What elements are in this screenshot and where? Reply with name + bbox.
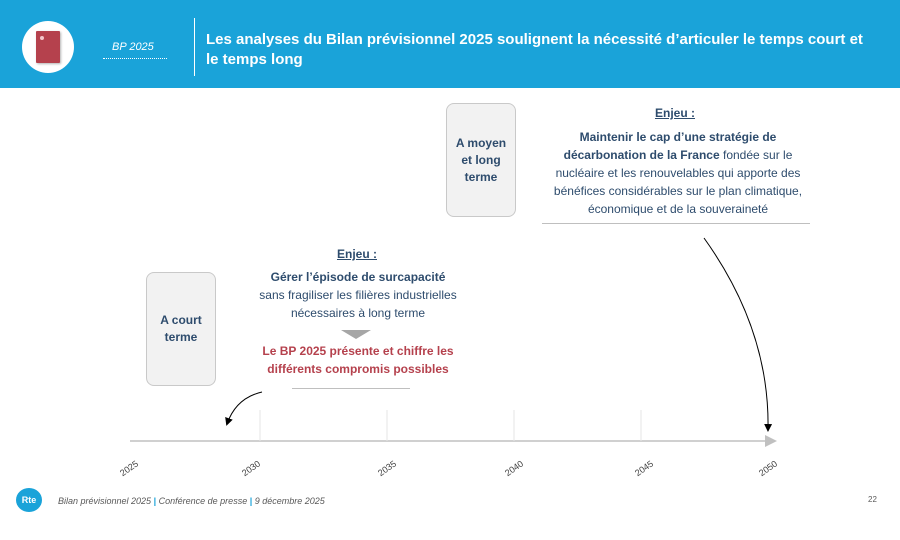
long-term-enjeu-rest: fondée sur le nucléaire et les renouvela…: [553, 148, 803, 216]
footer-separator: |: [249, 496, 253, 506]
long-term-rule: [542, 223, 810, 224]
short-term-arrow-icon: [225, 391, 263, 426]
short-term-enjeu-rest: sans fragiliser les filières industriell…: [259, 288, 457, 320]
badge-underline: [103, 58, 167, 59]
footer-date: 9 décembre 2025: [254, 496, 325, 506]
header-banner: BP 2025 Les analyses du Bilan prévisionn…: [0, 0, 900, 88]
header-separator: [194, 18, 195, 76]
report-thumbnail: [22, 21, 74, 73]
report-cover-icon: [36, 31, 60, 63]
short-term-highlight: Le BP 2025 présente et chiffre les diffé…: [262, 344, 454, 376]
long-term-arrow-icon: [703, 237, 773, 432]
long-term-box: A moyen et long terme: [446, 103, 516, 217]
long-term-enjeu-text: Maintenir le cap d’une stratégie de déca…: [540, 128, 816, 218]
page-number: 22: [868, 495, 877, 504]
long-term-label: A moyen et long terme: [455, 135, 507, 184]
long-term-enjeu-bold: Maintenir le cap d’une stratégie de déca…: [563, 130, 777, 162]
footer-separator: |: [153, 496, 157, 506]
short-term-label: A court terme: [160, 313, 202, 344]
short-term-rule: [292, 388, 410, 389]
header-badge: BP 2025: [112, 41, 154, 53]
footer-report: Bilan prévisionnel 2025: [58, 496, 152, 506]
short-term-enjeu-title: Enjeu :: [336, 247, 377, 261]
down-arrow-icon: [341, 330, 371, 339]
short-term-enjeu-text: Gérer l’épisode de surcapacité sans fragi…: [238, 268, 478, 322]
rte-logo: Rte: [16, 488, 42, 512]
slide-title: Les analyses du Bilan prévisionnel 2025 …: [206, 31, 863, 68]
footer-event: Conférence de presse: [158, 496, 248, 506]
short-term-enjeu-bold: Gérer l’épisode de surcapacité: [270, 270, 446, 284]
long-term-enjeu-title: Enjeu :: [654, 106, 695, 120]
footer-text: Bilan prévisionnel 2025 | Conférence de …: [58, 496, 325, 506]
short-term-box: A court terme: [146, 272, 216, 386]
